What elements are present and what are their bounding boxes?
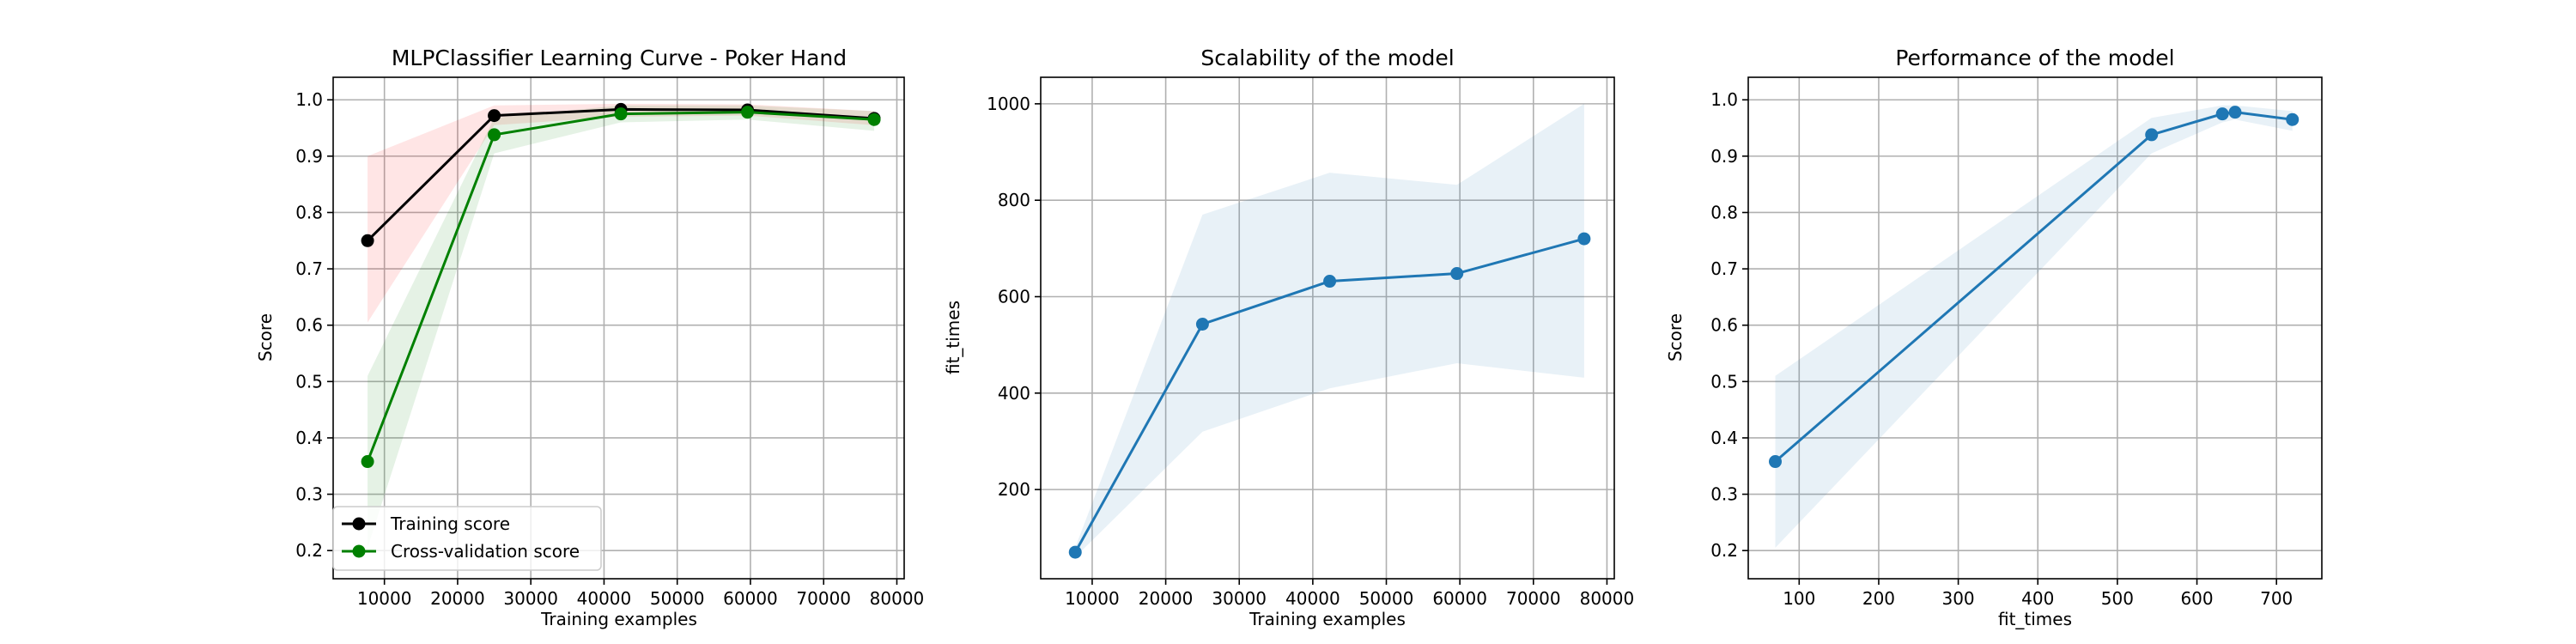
x-tick-label: 40000 (577, 588, 632, 609)
y-tick-label: 0.2 (1710, 540, 1738, 561)
x-tick-label: 70000 (1506, 588, 1561, 609)
panel-title: MLPClassifier Learning Curve - Poker Han… (392, 46, 847, 70)
y-tick-label: 0.4 (295, 428, 323, 448)
x-tick-label: 10000 (1065, 588, 1120, 609)
series-0-point (1769, 455, 1783, 469)
y-tick-label: 1.0 (295, 89, 323, 110)
x-axis-label: Training examples (1249, 609, 1406, 629)
legend-label-training: Training score (390, 513, 510, 534)
legend-marker-cv (352, 544, 366, 558)
x-tick-label: 30000 (503, 588, 558, 609)
legend: Training score Cross-validation score (332, 506, 602, 571)
x-tick-label: 40000 (1285, 588, 1340, 609)
axes-frame (1747, 76, 2323, 580)
x-tick-label: 20000 (1139, 588, 1194, 609)
y-tick-label: 800 (998, 190, 1030, 210)
x-tick-label: 20000 (430, 588, 485, 609)
y-tick-label: 0.2 (295, 540, 323, 561)
x-tick-label: 700 (2260, 588, 2293, 609)
series-0-point (1068, 545, 1082, 559)
y-tick-label: 1.0 (1710, 89, 1738, 110)
scalability-panel: Scalability of the model Training exampl… (943, 46, 1634, 629)
legend-frame (332, 506, 602, 571)
legend-marker-training (352, 517, 366, 531)
y-tick-label: 0.4 (1710, 428, 1738, 448)
x-tick-label: 60000 (723, 588, 778, 609)
x-tick-label: 60000 (1432, 588, 1487, 609)
x-tick-label: 300 (1941, 588, 1974, 609)
y-tick-label: 0.7 (1710, 258, 1738, 279)
axes-frame (332, 76, 905, 580)
series-0-point (1195, 318, 1209, 331)
y-axis-label: Score (1665, 313, 1686, 361)
series-0-point (2215, 107, 2229, 121)
series-0-point (1450, 267, 1464, 281)
y-tick-label: 0.9 (1710, 146, 1738, 167)
plot-area: 10000 20000 30000 40000 50000 60000 70000 80000… (295, 76, 925, 609)
plot-area: 10000 20000 30000 40000 50000 60000 70000 80000… (987, 76, 1635, 609)
y-tick-label: 0.9 (295, 146, 323, 167)
x-axis-label: fit_times (1998, 609, 2072, 629)
series-0-point (488, 109, 501, 123)
y-tick-label: 0.8 (295, 202, 323, 222)
axes-frame (1040, 76, 1615, 580)
series-1-point (614, 107, 628, 121)
y-tick-label: 0.8 (1710, 202, 1738, 222)
y-tick-label: 0.5 (295, 371, 323, 392)
series-0-confidence-band (1075, 103, 1584, 557)
plot-area: 100 200 300 400 500 600 700 0.2 0.3 0.4 0.5 0.6 0.7 0… (1710, 76, 2323, 609)
legend-label-cv: Cross-validation score (391, 541, 580, 562)
series-0-point (2145, 128, 2159, 142)
y-axis-label: Score (255, 313, 276, 361)
y-tick-label: 400 (998, 383, 1030, 404)
y-tick-label: 0.5 (1710, 371, 1738, 392)
y-tick-label: 0.3 (295, 484, 323, 505)
learning-curve-panel: MLPClassifier Learning Curve - Poker Han… (255, 46, 924, 629)
x-tick-label: 400 (2021, 588, 2054, 609)
x-tick-label: 100 (1783, 588, 1815, 609)
x-tick-label: 500 (2101, 588, 2134, 609)
y-tick-label: 0.3 (1710, 484, 1738, 505)
series-0-point (2228, 106, 2242, 119)
x-tick-label: 30000 (1212, 588, 1267, 609)
y-tick-label: 1000 (987, 94, 1030, 114)
series-1-point (867, 112, 881, 126)
series-0-confidence-band (1775, 105, 2293, 548)
x-tick-label: 200 (1862, 588, 1895, 609)
panel-title: Scalability of the model (1200, 46, 1454, 70)
x-tick-label: 600 (2180, 588, 2213, 609)
performance-panel: Performance of the model fit_times Score… (1665, 46, 2323, 629)
series-0-point (361, 234, 374, 247)
x-tick-label: 50000 (1359, 588, 1414, 609)
y-tick-label: 200 (998, 479, 1030, 500)
series-0-point (2286, 112, 2300, 126)
y-tick-label: 0.6 (1710, 315, 1738, 336)
y-tick-label: 0.7 (295, 258, 323, 279)
series-1-point (488, 128, 501, 142)
series-1-point (361, 455, 374, 469)
x-axis-label: Training examples (540, 609, 697, 629)
x-tick-label: 10000 (357, 588, 412, 609)
series-0-point (1577, 232, 1591, 246)
series-1-point (741, 106, 755, 119)
x-tick-label: 80000 (870, 588, 925, 609)
panel-title: Performance of the model (1895, 46, 2174, 70)
x-tick-label: 50000 (650, 588, 705, 609)
x-tick-label: 80000 (1580, 588, 1635, 609)
y-tick-label: 0.6 (295, 315, 323, 336)
series-0-point (1323, 275, 1337, 289)
x-tick-label: 70000 (796, 588, 851, 609)
y-axis-label: fit_times (943, 301, 963, 374)
y-tick-label: 600 (998, 287, 1030, 307)
